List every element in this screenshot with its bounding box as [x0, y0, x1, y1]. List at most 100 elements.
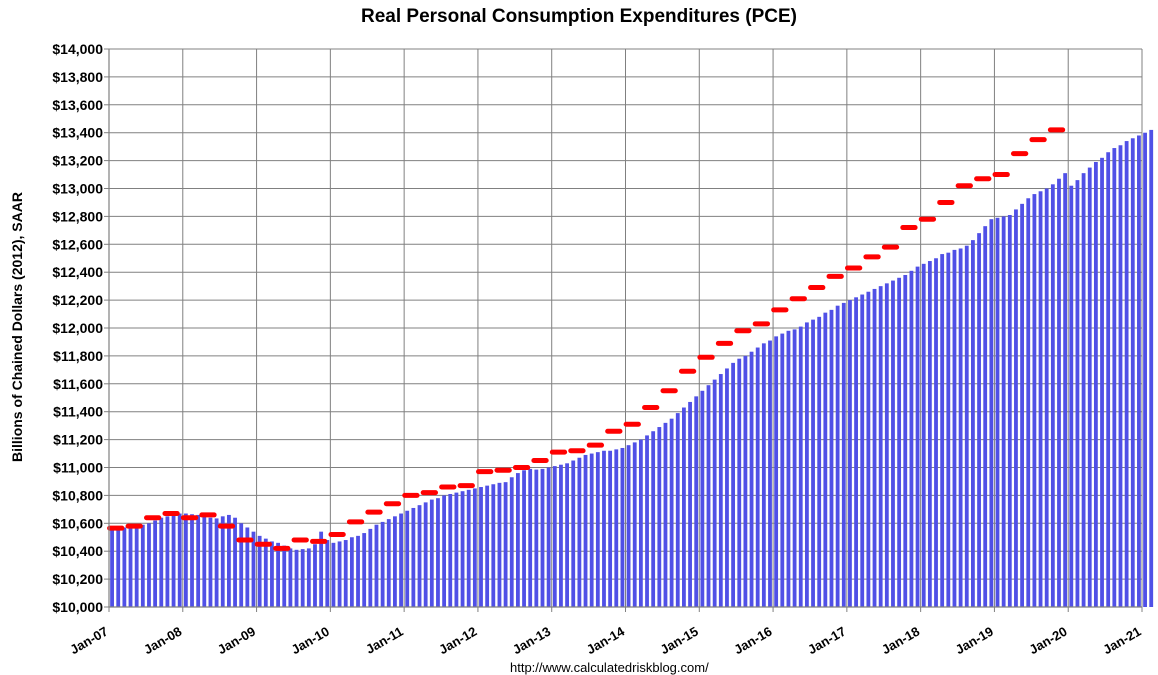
bar [534, 469, 539, 607]
y-tick-label: $13,400 [52, 125, 103, 141]
bar [1081, 173, 1086, 607]
y-tick-label: $10,000 [52, 599, 103, 615]
bar [768, 340, 772, 607]
bar [1100, 157, 1104, 607]
x-tick-label: Jan-19 [953, 624, 996, 658]
bar [952, 249, 957, 607]
bar [854, 297, 858, 607]
bar [706, 385, 711, 607]
bar [891, 280, 895, 607]
bar [362, 533, 367, 607]
bar [251, 531, 256, 607]
bar [202, 517, 207, 607]
x-tick-label: Jan-14 [584, 623, 628, 657]
x-tick-label: Jan-18 [879, 624, 922, 658]
y-tick-label: $10,800 [52, 487, 103, 503]
bar [183, 513, 188, 607]
bar [1038, 191, 1043, 608]
bar [638, 439, 643, 607]
bar [1112, 148, 1117, 608]
bar [792, 329, 797, 607]
bar [1143, 132, 1147, 607]
bar [374, 524, 379, 607]
bar [356, 535, 360, 607]
bar [128, 526, 133, 607]
x-tick-label: Jan-12 [436, 624, 479, 658]
bar [239, 523, 244, 607]
bar [540, 468, 545, 607]
x-tick-label: Jan-17 [805, 624, 848, 658]
y-tick-label: $13,200 [52, 153, 103, 169]
bar [552, 466, 557, 607]
bar [472, 488, 477, 607]
bar [682, 407, 686, 607]
bar [337, 541, 342, 607]
y-tick-label: $11,200 [53, 432, 103, 448]
bar [761, 343, 766, 607]
bar [479, 487, 483, 607]
bar [645, 435, 649, 607]
bar [571, 460, 576, 607]
bar [313, 544, 317, 607]
bar [436, 498, 440, 607]
bar [589, 453, 594, 607]
bar [712, 379, 717, 607]
y-tick-label: $12,800 [52, 208, 103, 224]
bar [583, 454, 588, 607]
bar [700, 390, 705, 607]
bar [749, 351, 754, 607]
y-tick-label: $12,400 [52, 264, 103, 280]
bar [190, 514, 194, 607]
y-tick-label: $11,000 [53, 460, 103, 476]
y-tick-label: $14,000 [52, 41, 103, 57]
bar [122, 527, 127, 607]
bar [1075, 180, 1080, 607]
y-tick-label: $10,400 [52, 543, 103, 559]
bar [866, 291, 871, 607]
bar [270, 541, 274, 607]
bar [829, 309, 834, 607]
bar [393, 516, 397, 607]
bar [233, 517, 237, 607]
x-tick-label: Jan-08 [141, 624, 184, 658]
y-tick-label: $12,200 [52, 292, 103, 308]
x-tick-label: Jan-20 [1027, 624, 1070, 658]
bar [1014, 209, 1018, 608]
bar [220, 516, 225, 607]
y-tick-label: $12,000 [52, 320, 103, 336]
bar [620, 447, 625, 607]
bar [386, 519, 391, 607]
x-tick-label: Jan-10 [289, 624, 332, 658]
bar [595, 452, 600, 607]
bar [608, 450, 613, 607]
y-tick-label: $13,600 [52, 97, 103, 113]
bar [1026, 198, 1031, 607]
bar [245, 527, 250, 607]
bar [300, 549, 305, 607]
bar [774, 336, 779, 607]
x-tick-label: Jan-07 [67, 624, 110, 658]
bar [226, 514, 231, 607]
bar [725, 368, 729, 607]
bar [1057, 178, 1061, 608]
bar [718, 374, 723, 607]
bar [878, 286, 883, 607]
bar [848, 300, 852, 607]
bar [940, 254, 945, 607]
chart-title: Real Personal Consumption Expenditures (… [360, 6, 798, 27]
bar [263, 538, 268, 607]
bar [1020, 203, 1025, 607]
bar [368, 528, 373, 607]
bar [288, 548, 293, 607]
bar [153, 520, 158, 607]
bar [417, 505, 422, 607]
bar [319, 531, 324, 607]
bar [325, 540, 330, 607]
bar [171, 514, 176, 607]
bar [546, 467, 551, 607]
bar [614, 449, 619, 607]
bar [934, 258, 938, 607]
bar [804, 322, 809, 607]
bar [780, 333, 785, 607]
bar [694, 396, 699, 607]
